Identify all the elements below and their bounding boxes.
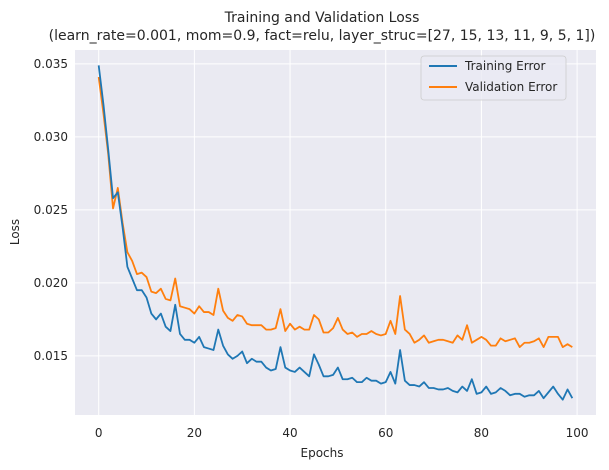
y-tick-label: 0.015 xyxy=(34,349,68,363)
legend: Training Error Validation Error xyxy=(420,55,567,101)
x-tick-label: 80 xyxy=(474,426,489,440)
y-tick-label: 0.020 xyxy=(34,276,68,290)
x-tick-label: 60 xyxy=(378,426,393,440)
legend-box xyxy=(420,55,567,101)
validation-error-line xyxy=(97,76,573,349)
grid xyxy=(75,50,596,415)
x-tick-label: 100 xyxy=(566,426,589,440)
x-tick-label: 20 xyxy=(187,426,202,440)
y-tick-label: 0.025 xyxy=(34,203,68,217)
x-axis-label: Epochs xyxy=(301,446,344,460)
tick-labels: 0 20 40 60 80 100 0.015 0.020 0.025 0.030 0.035 xyxy=(34,57,589,440)
training-error-line xyxy=(97,65,574,401)
y-tick-label: 0.030 xyxy=(34,130,68,144)
y-axis-label: Loss xyxy=(8,219,22,245)
legend-label-validation: Validation Error xyxy=(465,80,557,94)
chart-title: Training and Validation Loss xyxy=(224,10,420,26)
x-tick-label: 40 xyxy=(282,426,297,440)
plot-background xyxy=(75,50,596,415)
x-tick-label: 0 xyxy=(95,426,103,440)
legend-label-training: Training Error xyxy=(464,59,545,73)
series-lines xyxy=(97,65,574,401)
chart-subtitle: (learn_rate=0.001, mom=0.9, fact=relu, l… xyxy=(49,28,596,44)
y-tick-label: 0.035 xyxy=(34,57,68,71)
